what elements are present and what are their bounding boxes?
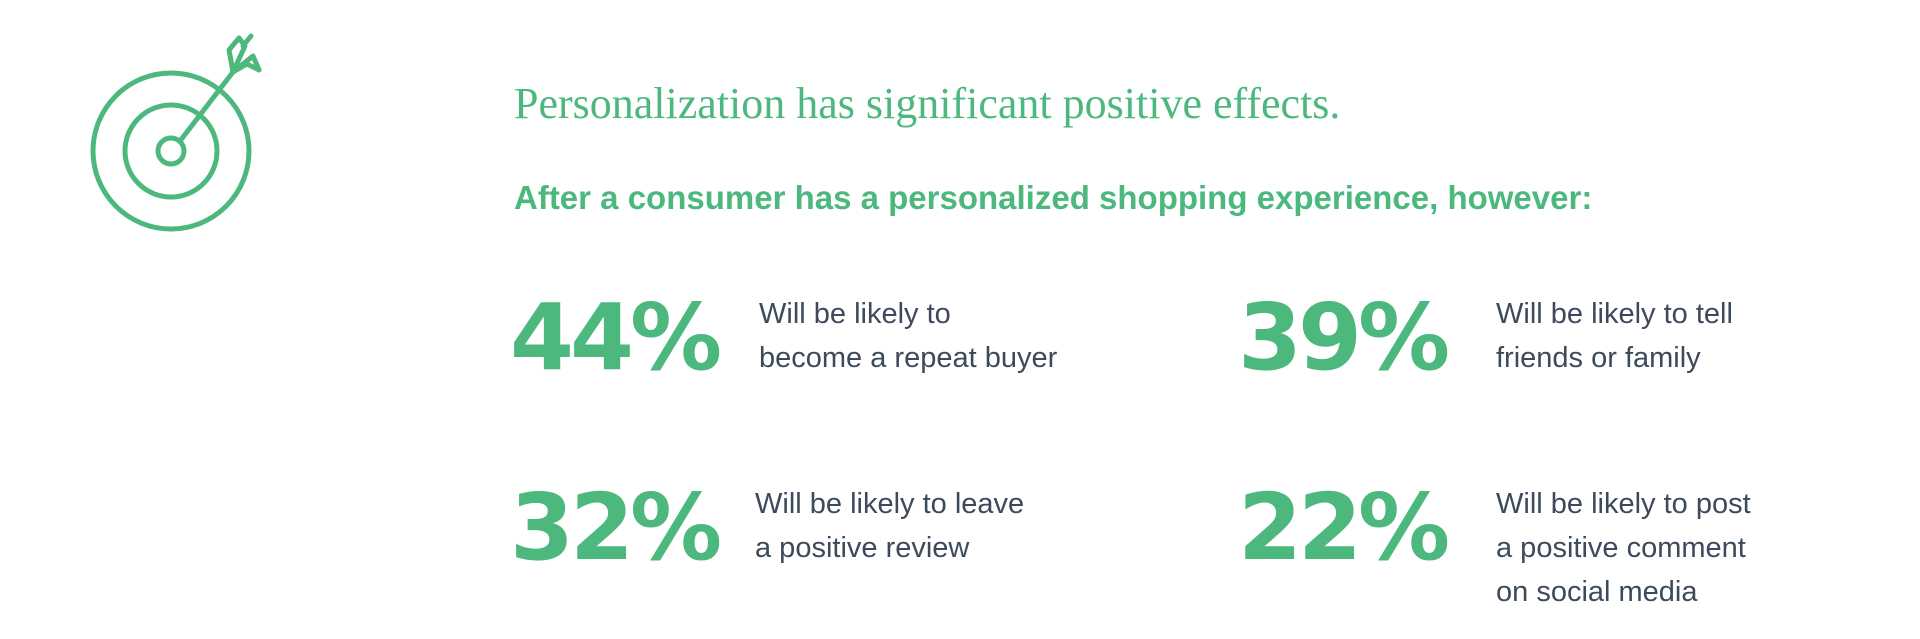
stat-line: friends or family xyxy=(1496,342,1701,374)
target-arrow-icon xyxy=(90,33,262,232)
stat-line: Will be likely to tell xyxy=(1496,298,1733,330)
stat-description: Will be likely to tell friends or family xyxy=(1496,292,1733,380)
page-title: Personalization has significant positive… xyxy=(514,79,1341,128)
subtitle: After a consumer has a personalized shop… xyxy=(514,179,1593,216)
stat-value: 22% xyxy=(1238,474,1450,581)
stat-line: Will be likely to leave xyxy=(755,488,1025,520)
stat-value: 44% xyxy=(510,284,722,391)
stat-line: Will be likely to post xyxy=(1496,488,1751,520)
stat-description: Will be likely to become a repeat buyer xyxy=(759,292,1057,380)
stat-value: 39% xyxy=(1238,284,1450,391)
stat-value: 32% xyxy=(510,474,722,581)
stat-line: Will be likely to xyxy=(759,298,951,330)
stat-description: Will be likely to leave a positive revie… xyxy=(755,482,1024,570)
stat-line: a positive comment xyxy=(1496,532,1746,564)
stat-line: a positive review xyxy=(755,532,970,564)
stat-description: Will be likely to post a positive commen… xyxy=(1496,482,1751,614)
stat-line: on social media xyxy=(1496,576,1698,608)
stat-line: become a repeat buyer xyxy=(759,342,1058,374)
